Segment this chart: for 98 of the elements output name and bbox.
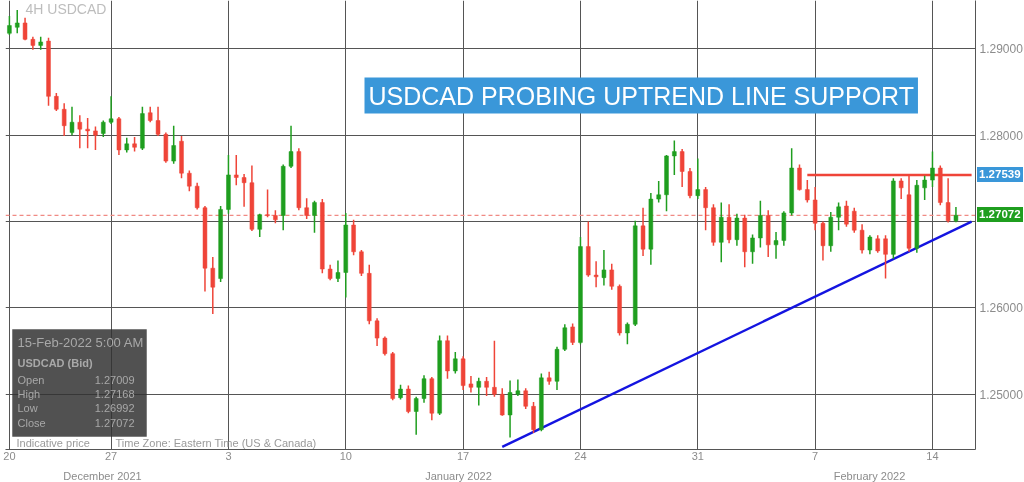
data-label: 1.27539	[977, 167, 1023, 182]
candlestick	[523, 387, 528, 410]
candlestick	[359, 249, 364, 277]
candlestick	[852, 206, 857, 234]
candlestick	[382, 335, 388, 357]
candlestick	[234, 154, 239, 187]
x-tick-label: 7	[812, 449, 819, 462]
candlestick	[836, 201, 841, 231]
candlestick	[726, 203, 732, 244]
candlestick	[453, 351, 458, 375]
x-tick-label: 31	[691, 449, 704, 462]
x-tick-label: 27	[104, 449, 118, 462]
candlestick	[609, 263, 614, 291]
candlestick	[304, 197, 309, 220]
annotation: Close	[17, 416, 46, 429]
candlestick	[421, 374, 427, 404]
candlestick	[922, 175, 927, 201]
candlestick	[492, 339, 497, 398]
candlestick	[844, 200, 849, 228]
annotation: 15-Feb-2022 5:00 AM	[17, 335, 144, 350]
candlestick	[476, 377, 481, 407]
annotation: 1.27072	[94, 416, 135, 429]
candlestick	[241, 173, 247, 208]
candlestick	[679, 148, 685, 188]
candlestick	[601, 249, 607, 287]
candlestick	[93, 125, 98, 151]
candlestick	[695, 157, 700, 200]
candlestick	[155, 105, 161, 137]
candlestick	[820, 220, 826, 262]
y-tick-label: 1.26000	[979, 301, 1024, 316]
text: USDCAD PROBING UPTREND LINE SUPPORT	[368, 81, 914, 110]
text: January 2022	[425, 469, 492, 482]
candlestick	[171, 124, 176, 165]
x-tick-label: 20	[3, 449, 16, 462]
annotation: Indicative price	[16, 436, 90, 449]
candlestick	[374, 317, 380, 347]
candlestick	[593, 260, 599, 288]
annotation: Open	[17, 373, 45, 386]
candlestick	[77, 114, 83, 149]
x-tick-label: 3	[225, 449, 232, 462]
candlestick	[672, 139, 677, 176]
candlestick	[656, 180, 661, 204]
text: February 2022	[833, 469, 906, 482]
candlestick	[7, 15, 12, 36]
candlestick	[406, 384, 411, 414]
candlestick	[625, 321, 630, 345]
text: December 2021	[63, 469, 142, 482]
candlestick	[773, 231, 779, 260]
candlestick	[265, 188, 270, 218]
candlestick	[562, 323, 568, 352]
chart-subtitle: 4H USDCAD	[25, 0, 107, 17]
x-tick-label: 14	[926, 449, 939, 462]
candlestick	[930, 150, 935, 188]
candlestick	[187, 169, 192, 193]
candlestick	[288, 124, 294, 169]
candlestick	[484, 376, 489, 397]
candlestick	[883, 234, 888, 280]
candlestick	[805, 179, 810, 204]
ref-line-label: 1.27072	[977, 207, 1023, 223]
x-tick-label: 17	[457, 449, 470, 462]
candlestick	[108, 95, 114, 125]
candlestick	[797, 163, 802, 192]
candlestick	[194, 181, 200, 211]
candlestick	[335, 259, 341, 283]
candlestick	[69, 105, 75, 136]
x-tick-label: 10	[339, 449, 352, 462]
annotation: 1.27168	[94, 387, 135, 400]
annotation: USDCAD (Bid)	[17, 356, 93, 369]
candlestick	[570, 322, 575, 346]
candlestick	[640, 206, 646, 257]
annotation: 1.27009	[94, 373, 135, 386]
candlestick	[703, 186, 708, 231]
candlestick	[867, 234, 873, 256]
candlestick	[859, 223, 865, 255]
y-tick-label: 1.29000	[979, 42, 1024, 57]
x-tick-label: 24	[574, 449, 587, 462]
annotation: Low	[17, 401, 38, 414]
candlestick	[812, 186, 818, 231]
y-tick-label: 1.25000	[979, 387, 1024, 402]
candlestick	[734, 213, 740, 247]
candlestick	[531, 401, 536, 434]
candlestick	[500, 387, 505, 417]
candlestick	[210, 256, 215, 315]
candlestick	[945, 177, 951, 224]
candlestick	[312, 200, 317, 234]
candlestick	[898, 177, 904, 200]
candlestick	[15, 9, 20, 35]
candlestick	[507, 379, 513, 439]
candlestick	[758, 200, 763, 249]
candlestick	[468, 375, 474, 394]
candlestick	[85, 117, 90, 149]
annotation: High	[17, 387, 41, 400]
y-tick-label: 1.28000	[979, 128, 1024, 143]
annotation: 1.26992	[94, 401, 135, 414]
candlestick	[54, 92, 59, 112]
candlestick	[413, 396, 419, 436]
candlestick	[750, 233, 755, 265]
candlestick	[61, 102, 67, 137]
